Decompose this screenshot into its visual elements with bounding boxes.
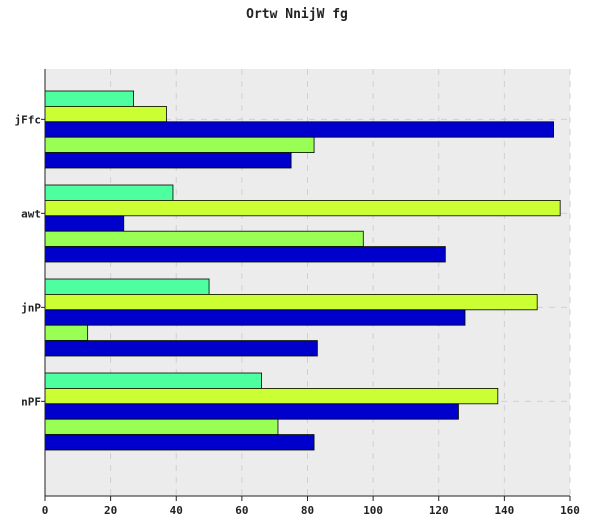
x-tick-label: 140 (494, 504, 514, 517)
y-tick-label: jFfc (15, 113, 42, 126)
x-tick-label: 0 (42, 504, 49, 517)
y-tick-label: jnP (21, 301, 41, 314)
y-tick-label: awt (21, 207, 41, 220)
x-tick-label: 40 (170, 504, 183, 517)
y-tick-label: nPF (21, 395, 41, 408)
x-tick-label: 160 (560, 504, 580, 517)
bar (44, 199, 561, 217)
bar (44, 293, 538, 311)
bar (44, 387, 499, 405)
bar (44, 136, 315, 153)
bar (44, 121, 554, 138)
x-tick-label: 20 (104, 504, 117, 517)
bar (44, 372, 262, 389)
x-tick-label: 120 (429, 504, 449, 517)
x-tick-label: 60 (235, 504, 248, 517)
bar (44, 340, 318, 357)
bar (44, 106, 167, 123)
bars (44, 90, 561, 451)
bar (44, 434, 315, 451)
bar (44, 403, 459, 420)
chart-title: Ortw NnijW fg (246, 7, 348, 22)
bar (44, 309, 466, 326)
bar (44, 90, 134, 107)
bar (44, 152, 292, 169)
x-tick-label: 100 (363, 504, 383, 517)
bar (44, 230, 364, 247)
bar (44, 215, 125, 232)
bar (44, 184, 174, 201)
bar (44, 246, 446, 263)
bar (44, 278, 210, 295)
bar (44, 418, 279, 436)
x-tick-label: 80 (301, 504, 314, 517)
axes: 0 20 40 60 80 100 120 140 160 jFfc awt jnP nPF (15, 69, 580, 517)
bar (44, 324, 89, 342)
